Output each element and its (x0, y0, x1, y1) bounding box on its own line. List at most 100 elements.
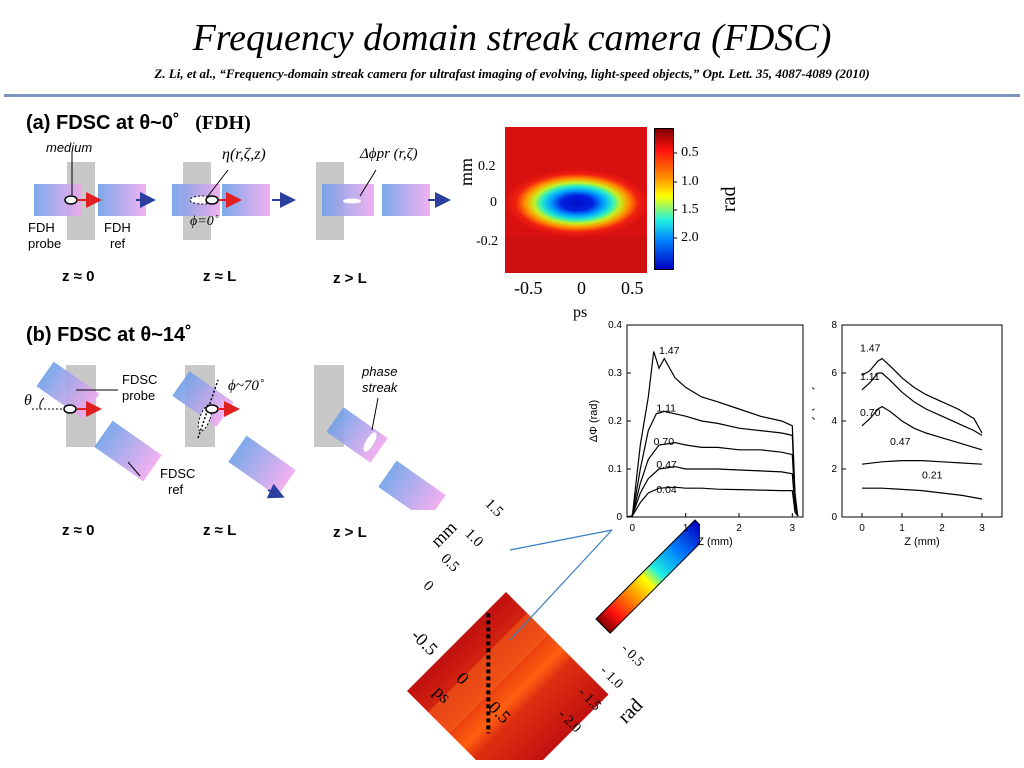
phase-streak-label-2: streak (362, 380, 398, 395)
top-cbar-tick-2: - 1.0 (673, 174, 699, 189)
pointer-line-1 (509, 529, 613, 551)
top-y-tick-3: -0.2 (476, 234, 499, 249)
series-label-1.47: 1.47 (659, 345, 680, 357)
y-tick-label: 6 (831, 368, 837, 379)
heatmap-lower-band (505, 237, 647, 273)
x-axis-label: Z (mm) (697, 536, 732, 548)
series-label-0.04: 0.04 (656, 484, 677, 496)
fdsc-probe-pulse (172, 371, 234, 427)
y-tick-label: 8 (831, 320, 837, 331)
top-x-tick-2: 0 (577, 278, 586, 298)
streak-pointer (371, 397, 379, 431)
phi-zero-label: ϕ=0˚ (190, 214, 219, 229)
pump-pulse (205, 404, 219, 414)
z-label-a-1: z ≈ 0 (62, 268, 95, 285)
bottom-colorbar-rect (595, 519, 700, 634)
top-cbar-tick-4: - 2.0 (673, 230, 699, 245)
top-x-label: ps (573, 304, 588, 321)
heatmap-top (505, 127, 647, 273)
x-tick-label: 3 (790, 523, 796, 534)
phase-imprint (343, 198, 361, 204)
top-y-label: mm (456, 158, 477, 186)
series-line-0.21 (862, 487, 983, 500)
slide-title: Frequency domain streak camera (FDSC) (192, 17, 832, 59)
top-colorbar (654, 128, 674, 270)
series-line-1.11 (861, 372, 983, 436)
series-line-0.04 (626, 486, 799, 518)
phase-streak (363, 432, 377, 452)
fdh-ref-label-1: FDH (104, 220, 131, 235)
x-tick-label: 3 (979, 523, 985, 534)
panel-a-header-text: (a) FDSC at θ~0˚ (26, 112, 180, 134)
z-label-a-2: z ≈ L (203, 268, 237, 285)
series-line-0.47 (626, 465, 799, 518)
series-line-1.47 (861, 357, 983, 434)
panel-a-header-extra: (FDH) (195, 112, 251, 134)
x-axis-label: Z (mm) (904, 536, 939, 548)
phase-streak-label-1: phase (362, 364, 398, 379)
top-y-tick-1: 0.2 (478, 159, 496, 174)
heatmap-bottom-rotated (407, 592, 609, 760)
series-label-0.47: 0.47 (656, 459, 677, 471)
series-line-0.70 (626, 441, 799, 518)
phase-hole (505, 141, 647, 265)
fdh-probe-label-2: probe (28, 236, 62, 251)
series-line-0.70 (861, 405, 983, 451)
top-x-tick-3: 0.5 (621, 278, 644, 298)
series-label-1.11: 1.11 (656, 402, 676, 414)
plot-frame (626, 324, 804, 518)
eta-label: η(r,ζ,z) (222, 146, 266, 163)
series-label-0.47: 0.47 (890, 436, 911, 448)
series-label-0.21: 0.21 (922, 470, 943, 482)
y-tick-label: 0 (616, 512, 622, 523)
fdsc-probe-pulse (36, 361, 100, 419)
pump-pulse (63, 404, 77, 414)
theta-label: θ (24, 392, 32, 409)
series-line-1.11 (626, 410, 799, 518)
panel-b-diagram (32, 361, 446, 510)
medium-label: medium (46, 140, 93, 155)
y-axis-label: Intensity (a.u.) (812, 386, 815, 456)
fdh-ref-pulse (382, 184, 430, 216)
fdsc-ref-label-1: FDSC (160, 466, 196, 481)
fdsc-probe-label-2: probe (122, 388, 156, 403)
heatmap-bottom (407, 519, 700, 760)
x-tick-label: 0 (859, 523, 865, 534)
x-tick-label: 2 (736, 523, 742, 534)
series-line-0.47 (861, 460, 983, 465)
ref-pointer (127, 461, 141, 477)
x-tick-label: 0 (630, 523, 636, 534)
series-label-1.47: 1.47 (860, 342, 881, 354)
z-label-b-2: z ≈ L (203, 522, 237, 539)
y-tick-label: 0.4 (608, 320, 622, 331)
fdsc-ref-label-2: ref (168, 482, 184, 497)
panel-a-header: (a) FDSC at θ~0˚ (FDH) (26, 112, 251, 135)
fdh-ref-label-2: ref (110, 236, 126, 251)
pointer-line-2 (509, 529, 613, 641)
fdsc-probe-label-1: FDSC (122, 372, 158, 387)
y-tick-label: 0.1 (608, 464, 622, 475)
series-label-0.70: 0.70 (860, 407, 881, 419)
y-tick-label: 4 (831, 416, 837, 427)
top-y-label-text: mm (456, 157, 476, 186)
series-label-0.70: 0.70 (654, 436, 675, 448)
panel-b-header: (b) FDSC at θ~14˚ (26, 324, 192, 346)
intensity-lineout-chart: 0 1 2 3 0 2 4 6 8 Z (mm) Intensity (a.u.) 1.47 1.11 0… (812, 320, 1003, 548)
bottom-colorbar (595, 519, 700, 634)
series-label-1.11: 1.11 (860, 371, 880, 383)
dphi-pointer (359, 169, 377, 197)
theta-arc (39, 397, 45, 410)
propagation-arrow (266, 483, 285, 499)
top-cbar-label-text: rad (718, 186, 740, 212)
delta-phi-label: Δϕpr (r,ζ) (360, 146, 418, 162)
x-tick-label: 2 (939, 523, 945, 534)
citation: Z. Li, et al., “Frequency-domain streak … (154, 66, 870, 81)
top-cbar-label: rad (718, 186, 741, 212)
panel-a-diagram (34, 152, 451, 240)
eta-pointer (207, 169, 229, 197)
title-divider (4, 94, 1020, 97)
y-tick-label: 0.2 (608, 416, 622, 427)
y-tick-label: 0.3 (608, 368, 622, 379)
fdsc-ref-pulse (94, 420, 162, 482)
phi-70-label: ϕ~70˚ (228, 378, 264, 394)
